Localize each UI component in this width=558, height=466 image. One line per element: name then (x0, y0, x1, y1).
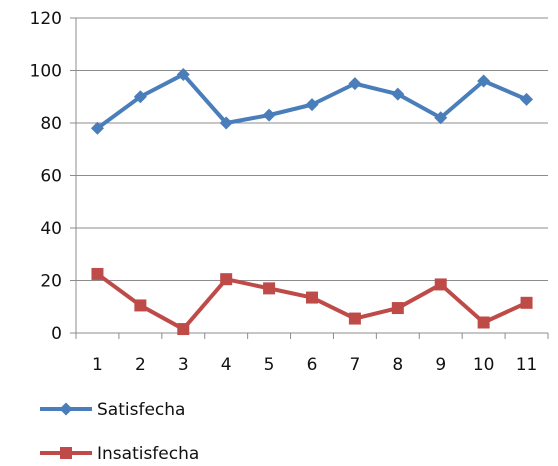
data-point-insatisfecha (220, 273, 233, 286)
data-point-satisfecha (305, 98, 319, 112)
data-point-insatisfecha (477, 316, 490, 329)
x-tick-label: 9 (435, 355, 446, 375)
grid-lines (76, 17, 548, 281)
data-point-satisfecha (133, 90, 147, 104)
series-group (90, 67, 534, 336)
x-tick-label: 2 (135, 355, 146, 375)
data-point-satisfecha (262, 108, 276, 122)
x-tick-label: 10 (473, 355, 495, 375)
x-tick-label: 4 (221, 355, 232, 375)
data-point-satisfecha (391, 87, 405, 101)
series-satisfecha (90, 67, 534, 135)
x-tick-label: 6 (307, 355, 318, 375)
legend-item-insatisfecha: Insatisfecha (40, 444, 199, 464)
data-point-satisfecha (219, 116, 233, 130)
series-insatisfecha (91, 267, 533, 336)
legend-label-satisfecha: Satisfecha (97, 400, 185, 420)
data-point-insatisfecha (91, 267, 104, 280)
axes (70, 17, 549, 339)
data-point-satisfecha (434, 111, 448, 125)
data-point-insatisfecha (348, 312, 361, 325)
x-tick-label: 3 (178, 355, 189, 375)
legend: Satisfecha Insatisfecha (40, 400, 199, 464)
y-tick-label: 0 (51, 324, 62, 344)
y-tick-label: 20 (40, 272, 62, 292)
y-tick-label: 100 (30, 62, 62, 82)
x-tick-label: 1 (92, 355, 103, 375)
x-axis-tick-labels: 1 2 3 4 5 6 7 8 9 10 11 (92, 355, 537, 375)
data-point-insatisfecha (134, 299, 147, 312)
data-point-insatisfecha (520, 296, 533, 309)
y-tick-label: 80 (40, 114, 62, 134)
data-point-insatisfecha (391, 302, 404, 315)
data-point-satisfecha (520, 92, 534, 106)
x-tick-label: 5 (264, 355, 275, 375)
legend-marker-satisfecha (59, 402, 73, 416)
x-tick-label: 8 (392, 355, 403, 375)
legend-marker-insatisfecha (60, 447, 72, 459)
y-tick-label: 40 (40, 219, 62, 239)
data-point-insatisfecha (434, 278, 447, 291)
data-point-satisfecha (176, 67, 190, 81)
data-point-insatisfecha (177, 323, 190, 336)
data-point-insatisfecha (263, 282, 276, 295)
x-tick-label: 7 (349, 355, 360, 375)
legend-label-insatisfecha: Insatisfecha (97, 444, 199, 464)
x-tick-label: 11 (516, 355, 538, 375)
data-point-satisfecha (348, 77, 362, 91)
legend-item-satisfecha: Satisfecha (40, 400, 185, 420)
data-point-insatisfecha (306, 291, 318, 304)
data-point-satisfecha (477, 74, 491, 88)
data-point-satisfecha (90, 121, 104, 135)
y-tick-label: 120 (30, 9, 62, 29)
y-tick-label: 60 (40, 167, 62, 187)
y-axis-tick-labels: 0 20 40 60 80 100 120 (30, 9, 62, 344)
